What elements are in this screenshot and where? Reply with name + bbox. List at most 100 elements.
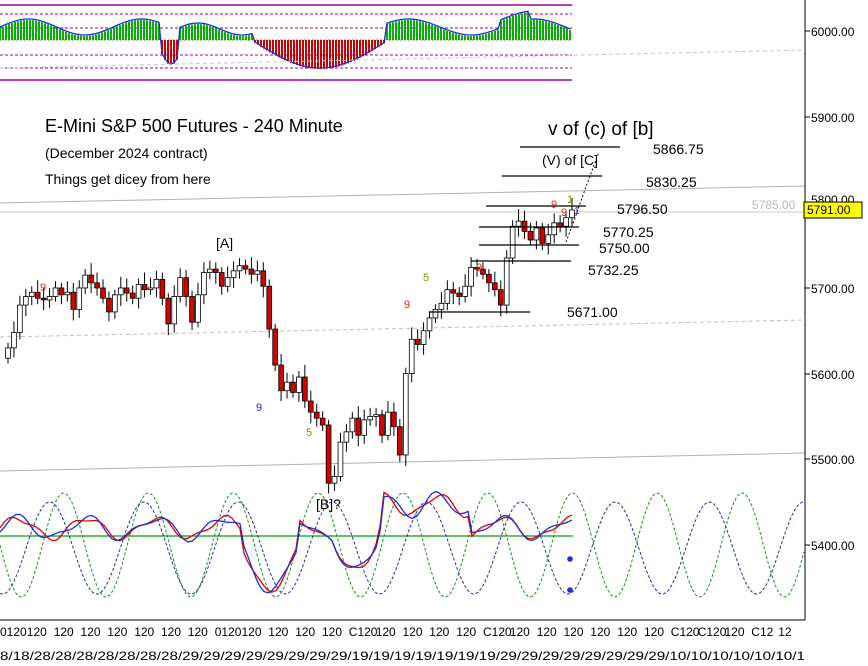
candlestick-series (5, 198, 575, 494)
candle-body (100, 287, 106, 299)
x-tick-label: 120 (429, 625, 449, 639)
candle-body (420, 330, 427, 345)
level-label-5671: 5671.00 (567, 304, 618, 320)
current-price-box (803, 201, 863, 219)
candle-body (527, 231, 534, 241)
y-tick-5600: 5600.00 (811, 368, 855, 382)
count-label-9d: 9 (476, 262, 482, 274)
candle-body (183, 277, 189, 297)
candle-body (533, 227, 540, 241)
x-tick-label: 120 (107, 625, 127, 639)
candle-body (290, 381, 296, 393)
candle-body (147, 287, 154, 291)
candle-body (76, 287, 83, 310)
candle-body (325, 424, 332, 484)
candle-body (159, 278, 166, 299)
candle-body (129, 292, 136, 299)
x-tick-label: 120 (242, 625, 262, 639)
x-tick-label: 120 (54, 625, 74, 639)
candle-body (474, 266, 480, 270)
trendlines (0, 49, 806, 472)
candle-body (23, 296, 29, 306)
x-tick-label: 120 (268, 625, 288, 639)
candle-body (355, 417, 362, 436)
oscillator-blue-line (0, 490, 573, 594)
candle-body (450, 289, 457, 294)
candle-body (254, 270, 261, 275)
candle-body (385, 411, 391, 436)
wave-label-b: [B]? (316, 496, 341, 512)
candle-body (408, 338, 415, 374)
level-label-5750: 5750.00 (599, 240, 650, 256)
candle-body (212, 268, 219, 273)
level-label-5830: 5830.25 (646, 174, 697, 190)
count-label-9a: 9 (40, 282, 46, 294)
cycle-blue-dashed (0, 501, 805, 595)
candle-body (70, 291, 77, 310)
candle-body (426, 317, 433, 332)
candle-body (432, 308, 439, 319)
candle-body (141, 284, 148, 291)
count-label-9c: 9 (404, 299, 410, 311)
candle-body (123, 287, 130, 294)
candle-body (40, 297, 47, 301)
candle-body (462, 285, 468, 297)
candle-body (456, 292, 462, 297)
candle-body (319, 417, 326, 426)
chart-title: E-Mini S&P 500 Futures - 240 Minute (45, 116, 343, 136)
cycle-dot-upper (567, 556, 573, 562)
candle-body (539, 227, 546, 244)
candle-body (331, 475, 338, 484)
x-tick-label: 120 (295, 625, 315, 639)
wave-label-v-of-c: (V) of [C] (542, 152, 598, 168)
x-tick-label: 120 (456, 625, 476, 639)
y-tick-5700: 5700.00 (811, 282, 855, 296)
y-tick-6000: 6000.00 (811, 25, 855, 39)
x-tick-label: 0120 (0, 625, 27, 639)
chart-note: Things get dicey from here (45, 171, 211, 187)
chart-subtitle: (December 2024 contract) (45, 145, 208, 161)
candle-body (82, 274, 88, 289)
candle-body (468, 266, 474, 287)
y-tick-5900: 5900.00 (811, 111, 855, 125)
candle-body (28, 291, 35, 297)
candle-body (218, 272, 225, 287)
projection-dashed-path (565, 151, 600, 243)
candle-body (480, 268, 486, 275)
x-tick-label: 120 (403, 625, 423, 639)
cycle-green-dashed (0, 492, 805, 598)
price-axis: 6000.00 5900.00 5700.00 5600.00 5500.00 … (752, 0, 868, 620)
level-label-5796: 5796.50 (617, 201, 668, 217)
candle-body (402, 373, 409, 456)
x-tick-label: 120 (134, 625, 154, 639)
oscillator-pane (0, 490, 805, 598)
candle-body (201, 272, 207, 296)
candle-body (260, 270, 267, 287)
trendline-mid-dashed (0, 319, 806, 338)
wave-labels: [A] [B]? v of (c) of [b] (V) of [C] 9 9 … (40, 119, 654, 512)
candle-body (224, 277, 231, 287)
y-tick-5500: 5500.00 (811, 453, 855, 467)
candle-body (94, 282, 100, 289)
candle-body (521, 220, 528, 232)
candle-body (236, 265, 243, 272)
candle-body (46, 296, 53, 301)
x-tick-label: 120 (564, 625, 584, 639)
candle-body (497, 289, 504, 306)
candle-body (17, 304, 23, 333)
count-label-1b: 1 (574, 206, 580, 217)
level-label-5732: 5732.25 (588, 262, 639, 278)
x-tick-label: 120 (188, 625, 208, 639)
candle-body (361, 419, 368, 436)
candle-body (112, 294, 118, 313)
candle-body (509, 225, 516, 259)
trendline-top-dashed (0, 49, 806, 69)
candle-body (492, 282, 498, 291)
level-label-5866: 5866.75 (653, 141, 704, 157)
candle-body (557, 222, 563, 227)
candle-body (343, 431, 350, 443)
level-labels: 5866.75 5830.25 5796.50 5770.25 5750.00 … (567, 141, 704, 320)
candle-body (414, 338, 421, 345)
candle-body (153, 278, 160, 289)
count-label-9b: 9 (256, 402, 262, 414)
